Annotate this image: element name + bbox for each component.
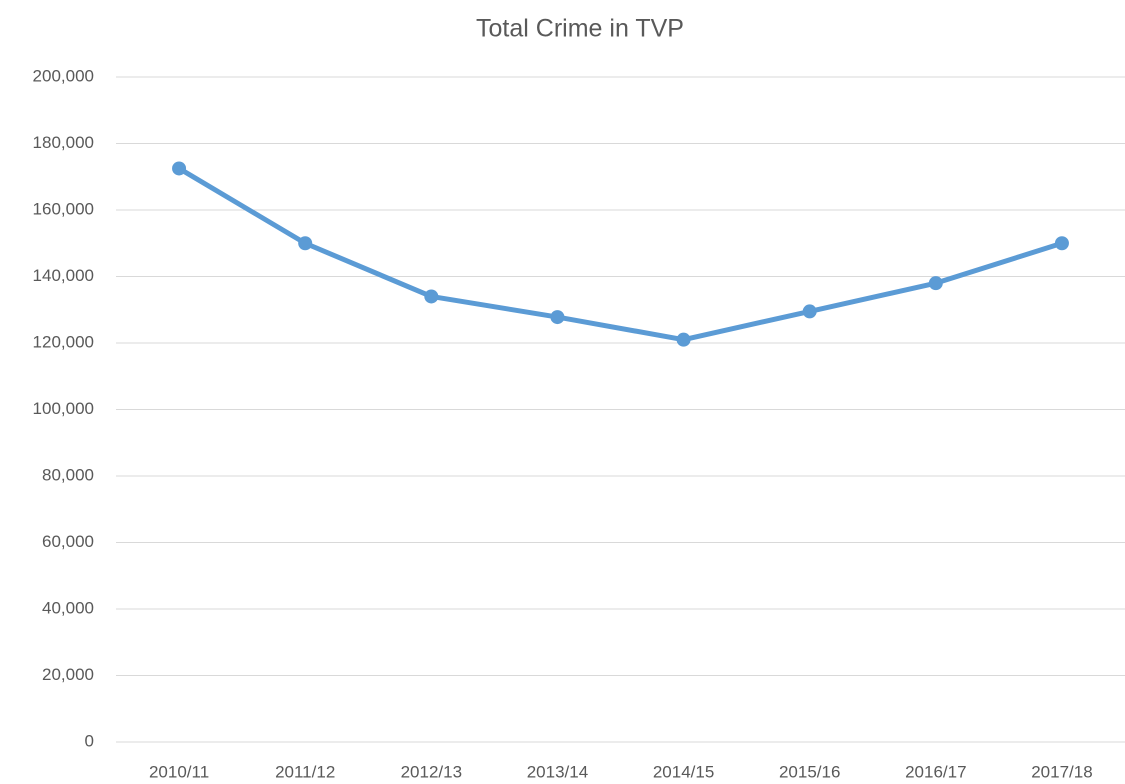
- y-tick-label: 60,000: [42, 532, 94, 551]
- y-tick-label: 160,000: [33, 199, 94, 218]
- chart-title: Total Crime in TVP: [476, 15, 684, 43]
- x-tick-label: 2010/11: [149, 762, 209, 781]
- marker: [424, 289, 439, 304]
- x-tick-label: 2011/12: [275, 762, 335, 781]
- y-tick-label: 200,000: [33, 66, 94, 85]
- y-tick-label: 0: [85, 731, 94, 750]
- marker: [1054, 236, 1069, 251]
- marker: [550, 310, 565, 325]
- marker: [802, 304, 817, 319]
- x-tick-label: 2015/16: [779, 762, 840, 781]
- x-tick-label: 2017/18: [1031, 762, 1092, 781]
- y-tick-label: 180,000: [33, 133, 94, 152]
- x-tick-label: 2013/14: [527, 762, 588, 781]
- marker: [676, 332, 691, 347]
- y-tick-label: 20,000: [42, 665, 94, 684]
- x-tick-label: 2016/17: [905, 762, 966, 781]
- y-tick-label: 40,000: [42, 598, 94, 617]
- x-tick-label: 2014/15: [653, 762, 714, 781]
- marker: [172, 161, 187, 176]
- x-tick-label: 2012/13: [401, 762, 462, 781]
- marker: [928, 276, 943, 291]
- y-tick-label: 140,000: [33, 266, 94, 285]
- y-tick-label: 100,000: [33, 399, 94, 418]
- marker: [298, 236, 313, 251]
- y-tick-label: 80,000: [42, 465, 94, 484]
- line: [176, 165, 1065, 343]
- y-tick-label: 120,000: [33, 332, 94, 351]
